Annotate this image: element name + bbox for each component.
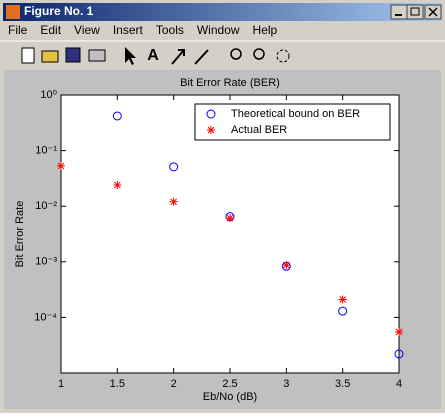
x-tick-label: 2.5 <box>222 378 237 390</box>
x-tick-label: 1 <box>58 378 64 390</box>
y-tick-label: 10⁰ <box>40 89 57 101</box>
title-bar <box>3 3 442 21</box>
y-tick-label: 10⁻⁴ <box>34 311 57 323</box>
menu-item[interactable]: Insert <box>113 23 144 37</box>
menu-item[interactable]: Edit <box>40 23 61 37</box>
menu-item[interactable]: View <box>74 23 100 37</box>
arrow-tool-icon[interactable] <box>171 49 185 65</box>
legend <box>194 103 391 141</box>
plot: 1 1.5 2 2.5 3 3.5 4 10⁰ 10⁻¹ 10⁻² 10⁻³ 10⁻⁴ Theoreti… <box>34 89 404 390</box>
x-axis-label: Eb/No (dB) <box>203 391 257 403</box>
circle-marker <box>394 349 404 359</box>
zoom-in-icon[interactable] <box>230 48 242 60</box>
text-tool-icon[interactable]: A <box>147 47 159 64</box>
x-tick-label: 1.5 <box>110 378 125 390</box>
menu-item[interactable]: Window <box>197 23 240 37</box>
open-icon[interactable] <box>41 50 59 63</box>
save-icon[interactable] <box>65 47 81 63</box>
star-marker <box>226 214 234 223</box>
y-tick-label: 10⁻¹ <box>35 145 57 157</box>
circle-marker <box>169 162 179 172</box>
y-axis-label: Bit Error Rate <box>14 201 26 268</box>
window-title: Figure No. 1 <box>24 4 94 18</box>
x-tick-label: 3 <box>283 378 289 390</box>
circle-marker <box>206 109 216 119</box>
new-icon[interactable] <box>21 47 35 64</box>
star-marker <box>169 197 178 206</box>
star-marker <box>207 126 215 134</box>
toolbar: A <box>21 47 290 65</box>
chart-title: Bit Error Rate (BER) <box>180 77 280 89</box>
window-buttons[interactable] <box>390 4 442 20</box>
star-marker <box>395 327 403 336</box>
star-marker <box>282 261 291 270</box>
circle-marker <box>338 306 348 316</box>
star-marker <box>113 181 122 190</box>
minimize-button[interactable] <box>390 4 408 20</box>
legend-label: Theoretical bound on BER <box>231 108 360 120</box>
maximize-glyph <box>410 7 420 16</box>
menu-bar: File Edit View Insert Tools Window Help <box>8 23 278 37</box>
y-tick-label: 10⁻³ <box>35 256 57 268</box>
y-tick-label: 10⁻² <box>35 200 57 212</box>
x-tick-label: 4 <box>396 378 402 390</box>
print-icon[interactable] <box>88 49 106 62</box>
zoom-out-icon[interactable] <box>253 48 265 60</box>
line-tool-icon[interactable] <box>194 49 209 65</box>
menu-item[interactable]: Tools <box>156 23 184 37</box>
star-marker <box>57 161 65 170</box>
app-icon <box>6 5 20 19</box>
x-tick-label: 2 <box>171 378 177 390</box>
x-tick-label: 3.5 <box>335 378 350 390</box>
legend-label: Actual BER <box>231 124 287 136</box>
rotate-icon[interactable] <box>276 49 290 63</box>
menu-item[interactable]: Help <box>253 23 278 37</box>
menu-item[interactable]: File <box>8 23 28 37</box>
close-glyph <box>428 7 438 17</box>
maximize-button[interactable] <box>406 4 424 20</box>
star-marker <box>338 295 347 304</box>
select-icon[interactable] <box>125 47 136 65</box>
circle-marker <box>112 111 122 121</box>
